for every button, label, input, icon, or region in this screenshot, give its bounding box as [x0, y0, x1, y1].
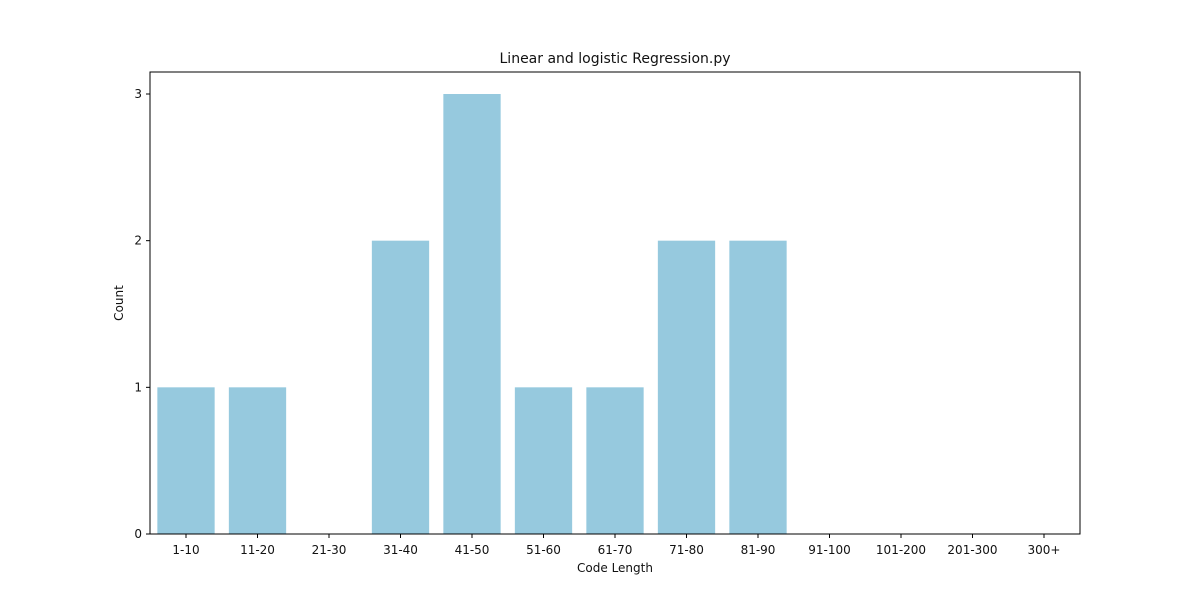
x-tick-label: 41-50 [455, 543, 490, 557]
y-tick-label: 3 [134, 87, 142, 101]
y-tick-label: 2 [134, 234, 142, 248]
y-axis: 0 1 2 3 [134, 87, 150, 541]
bar-31-40 [371, 240, 430, 535]
chart-title: Linear and logistic Regression.py [500, 51, 731, 67]
x-tick-label: 1-10 [172, 543, 199, 557]
y-tick-label: 1 [134, 380, 142, 394]
x-tick-label: 61-70 [598, 543, 633, 557]
x-tick-label: 31-40 [383, 543, 418, 557]
bar-71-80 [657, 240, 716, 535]
bar-81-90 [729, 240, 787, 535]
x-tick-label: 300+ [1028, 543, 1061, 557]
x-tick-label: 21-30 [312, 543, 347, 557]
x-tick-label: 11-20 [240, 543, 275, 557]
bar-41-50 [443, 94, 501, 534]
x-tick-label: 101-200 [876, 543, 926, 557]
bar-11-20 [228, 387, 287, 534]
bar-1-10 [157, 387, 215, 534]
x-tick-label: 51-60 [526, 543, 561, 557]
x-tick-label: 81-90 [741, 543, 776, 557]
y-axis-label: Count [112, 285, 126, 321]
x-tick-label: 91-100 [808, 543, 851, 557]
x-tick-label: 71-80 [669, 543, 704, 557]
x-axis: 1-10 11-20 21-30 31-40 41-50 51-60 61-70 71-80 8… [172, 534, 1060, 557]
y-tick-label: 0 [134, 527, 142, 541]
x-tick-label: 201-300 [947, 543, 997, 557]
bar-51-60 [514, 387, 573, 534]
x-axis-label: Code Length [577, 561, 653, 575]
bars-group [157, 94, 787, 535]
bar-61-70 [586, 387, 644, 534]
